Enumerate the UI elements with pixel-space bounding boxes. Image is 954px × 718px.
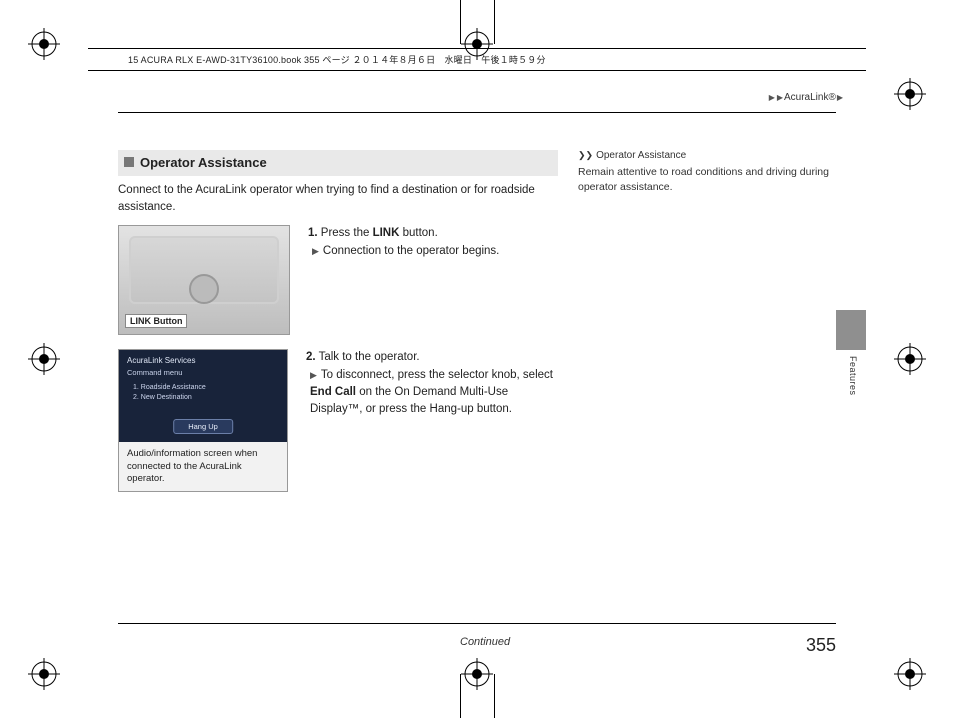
figure-2: AcuraLink Services Command menu 1. Roads… xyxy=(118,349,288,492)
chevron-right-icon: ▶ xyxy=(769,93,775,102)
step-1: 1. Press the LINK button. xyxy=(308,225,558,242)
step-number: 1. xyxy=(308,227,318,239)
page-number: 355 xyxy=(806,635,836,656)
section-title: Operator Assistance xyxy=(140,155,267,170)
registration-mark-icon xyxy=(894,78,926,110)
manual-page: 15 ACURA RLX E-AWD-31TY36100.book 355 ペー… xyxy=(0,0,954,718)
sidebar-header: ❯❯Operator Assistance xyxy=(578,150,838,161)
screen-item: 1. Roadside Assistance xyxy=(133,384,206,391)
figure-1: LINK Button xyxy=(118,225,290,335)
callout-label: LINK Button xyxy=(125,314,187,328)
crop-tick-icon xyxy=(460,0,461,44)
registration-mark-icon xyxy=(461,658,493,690)
overhead-console-image: LINK Button xyxy=(119,226,289,334)
hang-up-button-graphic: Hang Up xyxy=(173,419,233,434)
registration-mark-icon xyxy=(28,658,60,690)
double-chevron-icon: ❯❯ xyxy=(578,150,593,160)
triangle-bullet-icon: ▶ xyxy=(310,370,317,380)
step-2-text: 2. Talk to the operator. ▶ To disconnect,… xyxy=(306,349,558,418)
step-2: 2. Talk to the operator. xyxy=(306,349,558,366)
section-tab xyxy=(836,310,866,350)
step-row-1: LINK Button 1. Press the LINK button. ▶ C… xyxy=(118,225,558,335)
continued-label: Continued xyxy=(460,636,510,648)
registration-mark-icon xyxy=(28,28,60,60)
crop-tick-icon xyxy=(460,674,461,718)
breadcrumb: ▶▶AcuraLink®▶ xyxy=(768,92,844,103)
step-row-2: AcuraLink Services Command menu 1. Roads… xyxy=(118,349,558,492)
registration-mark-icon xyxy=(28,343,60,375)
section-header: Operator Assistance xyxy=(118,150,558,176)
registration-mark-icon xyxy=(894,658,926,690)
figure-caption: Audio/information screen when connected … xyxy=(119,442,287,491)
chevron-right-icon: ▶ xyxy=(777,93,783,102)
step-2-sub: ▶ To disconnect, press the selector knob,… xyxy=(310,367,558,419)
crop-tick-icon xyxy=(494,0,495,44)
file-header: 15 ACURA RLX E-AWD-31TY36100.book 355 ペー… xyxy=(88,48,866,71)
sidebar-title: Operator Assistance xyxy=(596,150,686,161)
link-button-graphic xyxy=(189,274,219,304)
screen-item: 2. New Destination xyxy=(133,394,192,401)
step-text: Press the xyxy=(318,227,373,239)
screen-title: AcuraLink Services xyxy=(127,356,195,365)
sidebar-text: Remain attentive to road conditions and … xyxy=(578,165,838,195)
step-text: button. xyxy=(399,227,437,239)
chevron-right-icon: ▶ xyxy=(837,93,843,102)
step-text: Talk to the operator. xyxy=(316,351,420,363)
step-1-text: 1. Press the LINK button. ▶ Connection to… xyxy=(308,225,558,260)
step-bold: End Call xyxy=(310,386,356,398)
step-1-sub: ▶ Connection to the operator begins. xyxy=(312,243,558,260)
figure-2-wrap: AcuraLink Services Command menu 1. Roads… xyxy=(118,349,288,492)
main-column: Operator Assistance Connect to the Acura… xyxy=(118,150,558,506)
rule-bottom xyxy=(118,623,836,624)
breadcrumb-label: AcuraLink® xyxy=(784,92,836,103)
section-tab-label: Features xyxy=(848,356,858,396)
rule-top xyxy=(118,112,836,113)
step-bold: LINK xyxy=(373,227,400,239)
crop-tick-icon xyxy=(494,674,495,718)
square-bullet-icon xyxy=(124,157,134,167)
screen-subtitle: Command menu xyxy=(127,368,182,377)
sub-text: To disconnect, press the selector knob, … xyxy=(321,369,553,381)
registration-mark-icon xyxy=(894,343,926,375)
sub-text: Connection to the operator begins. xyxy=(323,245,499,257)
step-number: 2. xyxy=(306,351,316,363)
intro-text: Connect to the AcuraLink operator when t… xyxy=(118,182,558,215)
audio-info-screen: AcuraLink Services Command menu 1. Roads… xyxy=(119,350,287,442)
triangle-bullet-icon: ▶ xyxy=(312,246,319,256)
side-column: ❯❯Operator Assistance Remain attentive t… xyxy=(578,150,838,195)
